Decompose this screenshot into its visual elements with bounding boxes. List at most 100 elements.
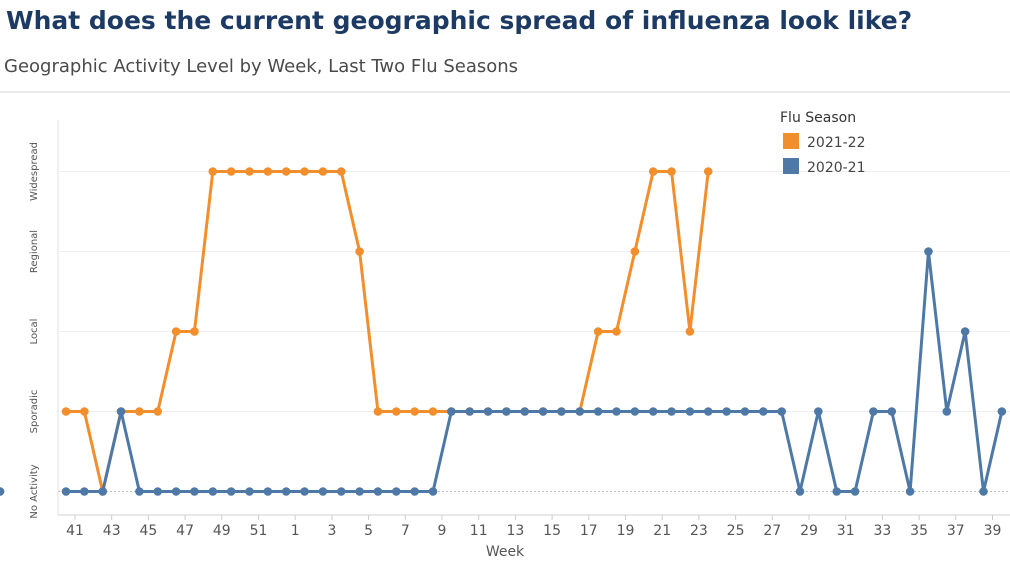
data-point-2020-21[interactable] — [648, 407, 658, 416]
data-point-2020-21[interactable] — [593, 407, 603, 416]
data-point-2020-21[interactable] — [905, 487, 915, 496]
data-point-2021-22[interactable] — [171, 327, 181, 336]
data-point-2020-21[interactable] — [960, 327, 970, 336]
data-point-2020-21[interactable] — [869, 407, 878, 416]
chart-subtitle: Geographic Activity Level by Week, Last … — [4, 56, 519, 77]
data-point-2020-21[interactable] — [465, 407, 475, 416]
data-point-2021-22[interactable] — [208, 167, 218, 176]
data-point-2021-22[interactable] — [318, 167, 328, 176]
data-point-2021-22[interactable] — [630, 247, 640, 256]
data-point-2021-22[interactable] — [685, 327, 695, 336]
data-point-2020-21[interactable] — [759, 407, 768, 416]
x-tick-label: 33 — [873, 523, 891, 539]
data-point-2021-22[interactable] — [392, 407, 401, 416]
data-point-2020-21[interactable] — [428, 487, 438, 496]
x-tick-label: 35 — [910, 523, 928, 539]
data-point-2020-21[interactable] — [557, 407, 566, 416]
data-point-2020-21[interactable] — [373, 487, 383, 496]
data-point-2020-21[interactable] — [887, 407, 897, 416]
series-lines — [0, 167, 1007, 496]
data-point-2021-22[interactable] — [153, 407, 163, 416]
x-axis-ticks: 41 43 45 47 49 51 1 3 5 7 9 11 13 15 17 19 21 23 25 27 29 31 3… — [66, 515, 1001, 539]
data-point-2020-21[interactable] — [979, 487, 988, 496]
data-point-2020-21[interactable] — [263, 487, 273, 496]
data-point-2020-21[interactable] — [226, 487, 236, 496]
data-point-2020-21[interactable] — [0, 487, 5, 496]
data-point-2021-22[interactable] — [226, 167, 236, 176]
series-line-2020-21[interactable] — [64, 250, 1004, 493]
data-point-2021-22[interactable] — [428, 407, 438, 416]
data-point-2020-21[interactable] — [814, 407, 823, 416]
data-point-2020-21[interactable] — [98, 487, 107, 496]
data-point-2020-21[interactable] — [300, 487, 309, 496]
data-point-2020-21[interactable] — [116, 407, 126, 416]
data-point-2020-21[interactable] — [740, 407, 750, 416]
data-point-2020-21[interactable] — [942, 407, 952, 416]
legend-swatch-2020-21[interactable] — [783, 158, 799, 174]
data-point-2021-22[interactable] — [61, 407, 71, 416]
data-point-2020-21[interactable] — [612, 407, 621, 416]
data-point-2020-21[interactable] — [135, 487, 144, 496]
x-axis-label: Week — [486, 544, 525, 560]
data-point-2021-22[interactable] — [336, 167, 346, 176]
data-point-2021-22[interactable] — [190, 327, 199, 336]
data-point-2020-21[interactable] — [850, 487, 860, 496]
data-point-2020-21[interactable] — [61, 487, 71, 496]
data-point-2020-21[interactable] — [924, 247, 933, 256]
y-tick-label: Sporadic — [29, 390, 40, 434]
x-tick-label: 25 — [727, 523, 745, 539]
data-point-2021-22[interactable] — [667, 167, 676, 176]
series-2020-21 — [0, 247, 1007, 496]
data-point-2020-21[interactable] — [703, 407, 713, 416]
data-point-2021-22[interactable] — [612, 327, 621, 336]
data-point-2020-21[interactable] — [171, 487, 181, 496]
data-point-2021-22[interactable] — [593, 327, 603, 336]
data-point-2020-21[interactable] — [832, 487, 841, 496]
data-point-2020-21[interactable] — [483, 407, 493, 416]
data-point-2021-22[interactable] — [355, 247, 364, 256]
data-point-2020-21[interactable] — [245, 487, 254, 496]
data-point-2020-21[interactable] — [667, 407, 676, 416]
data-point-2020-21[interactable] — [336, 487, 346, 496]
data-point-2020-21[interactable] — [630, 407, 640, 416]
data-point-2021-22[interactable] — [300, 167, 309, 176]
data-point-2021-22[interactable] — [703, 167, 713, 176]
data-point-2020-21[interactable] — [355, 487, 364, 496]
legend-label-2021-22[interactable]: 2021-22 — [807, 135, 866, 151]
data-point-2021-22[interactable] — [263, 167, 273, 176]
data-point-2021-22[interactable] — [245, 167, 254, 176]
data-point-2020-21[interactable] — [795, 487, 805, 496]
x-tick-label: 1 — [291, 523, 300, 539]
data-point-2020-21[interactable] — [722, 407, 731, 416]
legend-label-2020-21[interactable]: 2020-21 — [807, 160, 866, 176]
data-point-2020-21[interactable] — [281, 487, 291, 496]
data-point-2020-21[interactable] — [208, 487, 218, 496]
x-tick-label: 11 — [470, 523, 488, 539]
x-tick-label: 41 — [66, 523, 84, 539]
x-tick-label: 47 — [176, 523, 194, 539]
data-point-2020-21[interactable] — [538, 407, 548, 416]
data-point-2021-22[interactable] — [648, 167, 658, 176]
data-point-2020-21[interactable] — [777, 407, 786, 416]
legend-swatch-2021-22[interactable] — [783, 133, 799, 149]
data-point-2020-21[interactable] — [190, 487, 199, 496]
data-point-2020-21[interactable] — [153, 487, 163, 496]
data-point-2020-21[interactable] — [410, 487, 419, 496]
y-tick-label: No Activity — [29, 464, 40, 518]
x-tick-label: 17 — [580, 523, 598, 539]
data-point-2020-21[interactable] — [447, 407, 456, 416]
data-point-2020-21[interactable] — [392, 487, 401, 496]
data-point-2021-22[interactable] — [410, 407, 419, 416]
data-point-2020-21[interactable] — [520, 407, 530, 416]
data-point-2021-22[interactable] — [135, 407, 144, 416]
data-point-2020-21[interactable] — [685, 407, 695, 416]
data-point-2020-21[interactable] — [318, 487, 328, 496]
data-point-2020-21[interactable] — [80, 487, 89, 496]
data-point-2021-22[interactable] — [373, 407, 383, 416]
data-point-2021-22[interactable] — [281, 167, 291, 176]
data-point-2020-21[interactable] — [997, 407, 1007, 416]
y-tick-label: Regional — [29, 230, 40, 273]
data-point-2020-21[interactable] — [502, 407, 511, 416]
data-point-2020-21[interactable] — [575, 407, 585, 416]
data-point-2021-22[interactable] — [80, 407, 89, 416]
